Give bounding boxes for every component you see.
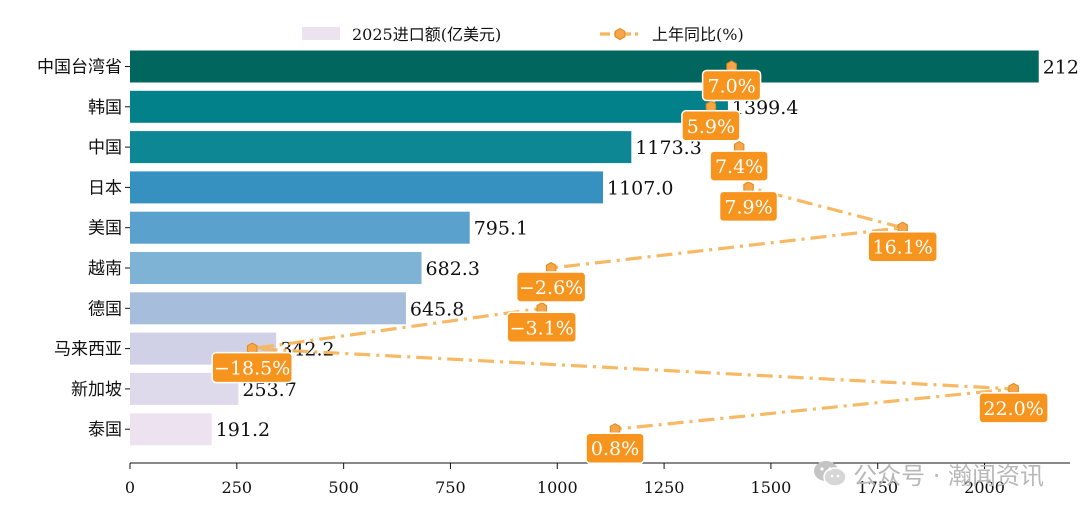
- legend-label-line: 上年同比(%): [652, 25, 744, 44]
- bar: [130, 50, 1039, 83]
- watermark: 公众号 · 瀚闻资讯: [813, 456, 1044, 491]
- x-tick-label: 1000: [537, 478, 578, 497]
- yoy-label: 22.0%: [983, 398, 1043, 420]
- bar-series: 2126.81399.41173.31107.0795.1682.3645.83…: [130, 50, 1080, 446]
- x-tick-label: 1250: [644, 478, 685, 497]
- y-tick-label: 越南: [88, 259, 122, 279]
- bar-value-label: 1399.4: [732, 97, 798, 119]
- yoy-label-box: [978, 392, 1049, 424]
- yoy-label: 0.8%: [591, 438, 639, 460]
- bar-value-label: 795.1: [474, 218, 528, 240]
- x-tick-label: 1750: [857, 478, 898, 497]
- y-tick-label: 新加坡: [71, 380, 122, 400]
- wechat-icon: [814, 460, 847, 487]
- yoy-label-box: [718, 190, 779, 223]
- bar: [130, 171, 603, 204]
- yoy-label-box: [681, 110, 741, 142]
- y-tick-label: 中国: [88, 138, 122, 158]
- bar: [130, 90, 728, 123]
- yoy-label: −18.5%: [214, 358, 290, 380]
- y-tick-label: 韩国: [88, 98, 122, 118]
- bar-value-label: 253.7: [242, 379, 296, 401]
- yoy-label: 16.1%: [873, 237, 933, 259]
- y-tick-label: 德国: [88, 299, 122, 319]
- legend: 2025进口额(亿美元) 上年同比(%): [302, 25, 744, 44]
- yoy-label: 7.0%: [707, 76, 755, 98]
- line-series: 7.0% 5.9% 7.4% 7.9% 16.1% −2.6% −3.1% −18.5% 22.…: [211, 60, 1049, 464]
- watermark-text: 公众号 · 瀚闻资讯: [853, 462, 1044, 490]
- bar: [130, 292, 406, 325]
- yoy-label: 7.4%: [715, 156, 763, 178]
- bar-value-label: 191.2: [216, 419, 270, 441]
- legend-marker: [614, 27, 626, 41]
- legend-swatch-bar: [302, 27, 340, 40]
- bar-value-label: 682.3: [426, 258, 480, 280]
- bar: [130, 413, 212, 446]
- yoy-label: 5.9%: [687, 116, 735, 138]
- yoy-label: −2.6%: [519, 277, 583, 299]
- bar: [130, 211, 470, 244]
- bar-value-label: 645.8: [410, 298, 464, 320]
- x-tick-label: 1500: [751, 478, 792, 497]
- yoy-label-box: [867, 230, 938, 263]
- yoy-label-box: [585, 432, 645, 464]
- x-tick-label: 750: [435, 478, 466, 497]
- y-tick-label: 马来西亚: [54, 340, 122, 360]
- yoy-label: 7.9%: [724, 196, 772, 218]
- bar-value-label: 1107.0: [607, 177, 673, 199]
- y-tick-label: 泰国: [88, 420, 122, 440]
- yoy-label-box: [515, 271, 587, 303]
- x-tick-label: 2000: [964, 478, 1005, 497]
- bar: [130, 252, 422, 284]
- yoy-label-box: [506, 311, 577, 344]
- y-tick-label: 美国: [88, 219, 122, 239]
- x-tick-label: 500: [328, 478, 359, 497]
- bar-value-label: 1173.3: [635, 137, 701, 159]
- bar: [130, 131, 632, 164]
- x-tick-label: 250: [222, 478, 253, 497]
- x-tick-label: 0: [125, 478, 135, 497]
- yoy-label: −3.1%: [510, 317, 574, 339]
- legend-label-bar: 2025进口额(亿美元): [352, 25, 501, 44]
- yoy-label-box: [709, 150, 769, 182]
- bar-value-label: 2126.8: [1043, 57, 1080, 79]
- yoy-label-box: [701, 69, 762, 102]
- y-tick-label: 日本: [88, 178, 122, 198]
- yoy-label-box: [211, 351, 293, 384]
- y-tick-label: 中国台湾省: [37, 58, 122, 78]
